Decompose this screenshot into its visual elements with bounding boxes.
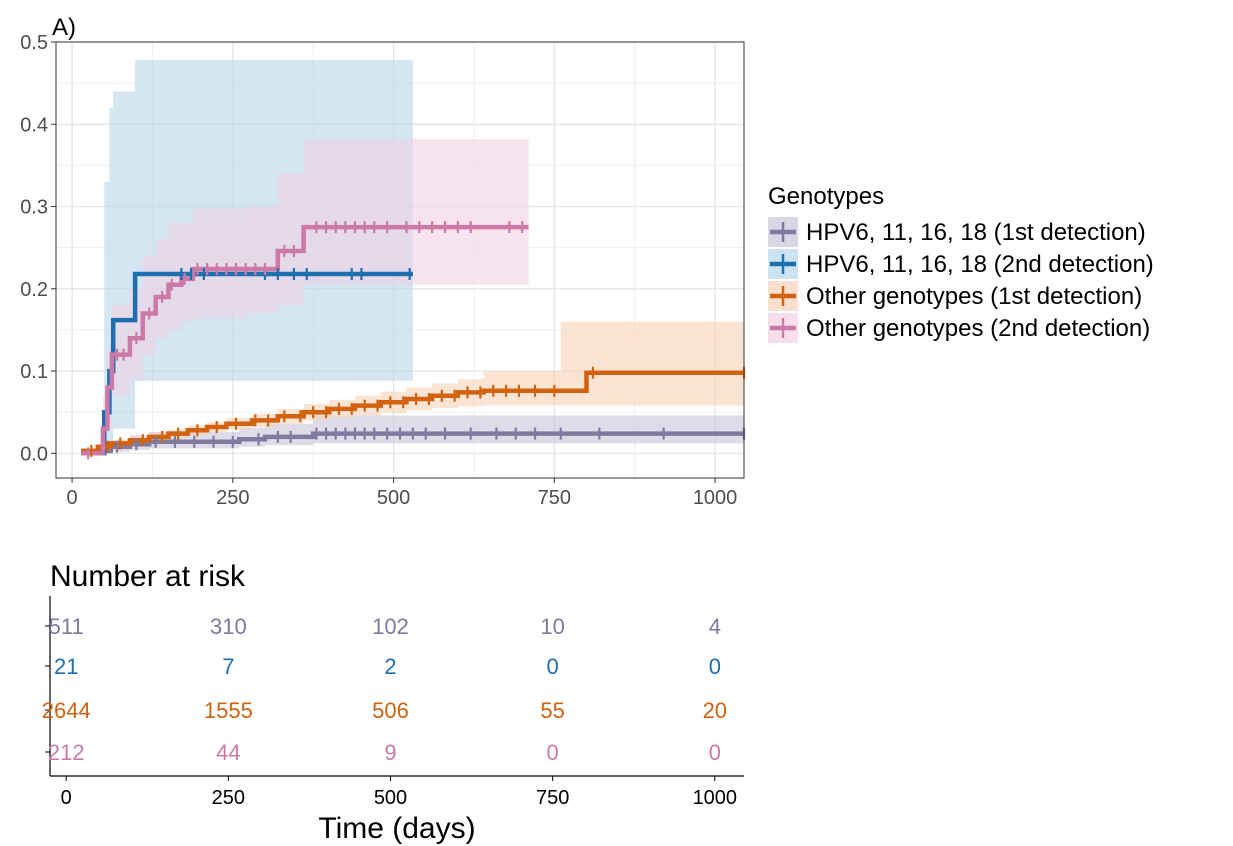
x-axis: 0 250 500 750 1000	[67, 478, 738, 509]
risk-value: 44	[216, 740, 240, 765]
x-tick-label: 0	[67, 487, 78, 509]
legend: Genotypes HPV6, 11, 16, 18 (1st detectio…	[768, 183, 1154, 343]
main-plot: 0.0 0.1 0.2 0.3 0.4 0.5 0 250 500 750 1000	[20, 32, 746, 509]
risk-value: 0	[547, 654, 559, 679]
risk-table-x-axis: 0 250 500 750 1000	[61, 776, 737, 809]
y-tick-label: 0.5	[20, 32, 48, 54]
risk-value: 102	[372, 614, 409, 639]
risk-value: 21	[54, 654, 78, 679]
risk-value: 0	[547, 740, 559, 765]
risk-value: 506	[372, 698, 409, 723]
risk-value: 2644	[42, 698, 91, 723]
survival-curve	[81, 370, 744, 454]
plot-border	[55, 41, 745, 479]
risk-value: 2	[384, 654, 396, 679]
y-tick-label: 0.3	[20, 197, 48, 219]
confidence-band	[81, 321, 745, 454]
risk-x-tick-label: 250	[212, 787, 245, 809]
risk-x-tick-label: 750	[536, 787, 569, 809]
risk-x-tick-label: 500	[374, 787, 407, 809]
risk-value: 9	[384, 740, 396, 765]
risk-value: 511	[49, 614, 84, 639]
y-tick-label: 0.4	[20, 114, 48, 136]
legend-label: HPV6, 11, 16, 18 (2nd detection)	[806, 251, 1154, 278]
x-tick-label: 750	[538, 487, 571, 509]
risk-value: 0	[709, 654, 721, 679]
y-axis: 0.0 0.1 0.2 0.3 0.4 0.5	[20, 32, 56, 465]
risk-value: 20	[703, 698, 727, 723]
risk-value: 0	[709, 740, 721, 765]
legend-items: HPV6, 11, 16, 18 (1st detection) HPV6, 11…	[768, 217, 1154, 343]
y-tick-label: 0.2	[20, 279, 48, 301]
risk-x-tick-label: 0	[61, 787, 72, 809]
legend-label: HPV6, 11, 16, 18 (1st detection)	[806, 219, 1146, 246]
risk-value: 10	[540, 614, 564, 639]
risk-value: 1555	[204, 698, 253, 723]
risk-value: 4	[709, 614, 721, 639]
risk-x-tick-label: 1000	[693, 787, 738, 809]
risk-value: 7	[222, 654, 234, 679]
y-tick-label: 0.1	[20, 361, 48, 383]
x-axis-title: Time (days)	[318, 812, 475, 845]
x-tick-label: 250	[216, 487, 249, 509]
legend-title: Genotypes	[768, 183, 884, 210]
x-tick-label: 1000	[693, 487, 738, 509]
risk-value: 55	[540, 698, 564, 723]
y-tick-label: 0.0	[20, 443, 48, 465]
x-tick-label: 500	[377, 487, 410, 509]
legend-label: Other genotypes (1st detection)	[806, 283, 1142, 310]
panel-label: A)	[52, 14, 76, 41]
risk-table-axes	[45, 596, 744, 777]
risk-value: 310	[210, 614, 247, 639]
legend-label: Other genotypes (2nd detection)	[806, 315, 1150, 342]
risk-value: 212	[48, 740, 85, 765]
confidence-band	[81, 139, 529, 454]
risk-table-title: Number at risk	[50, 560, 246, 593]
